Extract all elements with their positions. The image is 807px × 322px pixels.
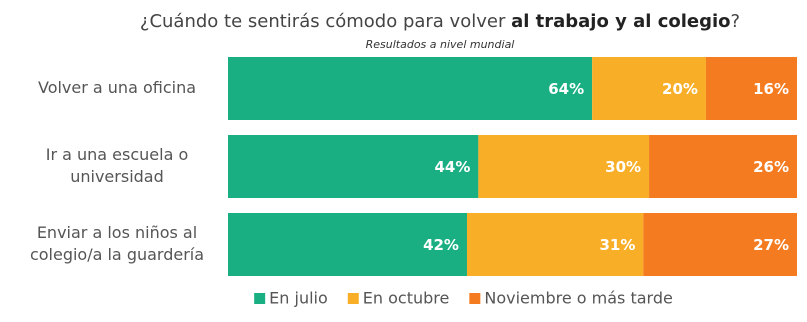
bar-segment [705,57,797,120]
value-label: 31% [599,236,635,254]
category-label: Volver a una oficina [38,78,196,97]
legend-swatch [254,293,266,304]
legend-label: Noviembre o más tarde [484,289,672,308]
legend-item: En julio [254,289,328,308]
subtitle: Resultados a nivel mundial [366,38,515,51]
bar-segment [592,57,706,120]
bar-segment [228,213,467,276]
legend-label: En julio [269,289,328,308]
value-label: 44% [434,158,470,176]
value-label: 30% [605,158,641,176]
bar-segment [643,213,797,276]
category-label: universidad [70,167,164,186]
value-label: 27% [753,236,789,254]
bar-segment [466,213,644,276]
value-label: 20% [662,80,698,98]
value-label: 26% [753,158,789,176]
legend-swatch [347,293,359,304]
value-label: 64% [548,80,584,98]
bar-segment [228,135,479,198]
title-part: al trabajo y al colegio [511,11,730,32]
category-label: Ir a una escuela o [46,145,189,164]
category-label: colegio/a la guardería [30,245,204,264]
title-part: ¿Cuándo te sentirás cómodo para volver [140,11,511,32]
bar-segment [228,57,593,120]
value-label: 16% [753,80,789,98]
legend-item: En octubre [347,289,450,308]
legend-item: Noviembre o más tarde [469,289,673,308]
bar-segment [478,135,650,198]
title-part: ? [731,11,741,32]
chart-title: ¿Cuándo te sentirás cómodo para volver a… [140,11,740,32]
bar-segment [649,135,797,198]
category-label: Enviar a los niños al [37,223,197,242]
legend-swatch [469,293,481,304]
legend-label: En octubre [363,289,450,308]
value-label: 42% [423,236,459,254]
